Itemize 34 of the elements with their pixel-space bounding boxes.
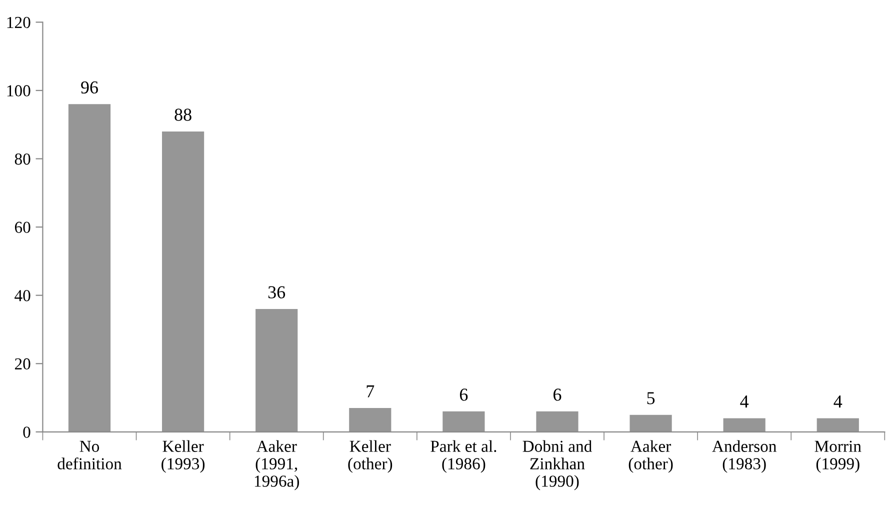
data-label: 96 — [81, 81, 98, 94]
data-label: 5 — [647, 392, 655, 404]
bar — [536, 411, 578, 432]
y-tick-label: 60 — [14, 222, 30, 233]
y-tick-label: 20 — [14, 358, 30, 370]
bar — [723, 418, 766, 432]
y-tick-label: 0 — [23, 426, 30, 438]
x-tick-label: Keller (1993) — [162, 440, 205, 473]
bar — [349, 408, 392, 432]
x-tick-label: No definition — [58, 440, 122, 470]
y-tick-label: 120 — [7, 16, 30, 28]
data-label: 4 — [740, 396, 749, 408]
x-tick-label: Anderson (1983) — [712, 440, 776, 473]
bar — [630, 414, 672, 432]
bar — [442, 411, 485, 432]
data-label: 7 — [366, 385, 374, 398]
x-tick-label: Keller (other) — [348, 440, 392, 473]
data-label: 6 — [554, 388, 562, 401]
x-tick-label: Park et al. (1986) — [430, 440, 496, 473]
y-tick-label: 80 — [14, 153, 30, 165]
bar — [256, 308, 298, 432]
data-label: 4 — [834, 396, 842, 408]
data-label: 88 — [174, 108, 192, 121]
bar — [816, 418, 859, 432]
bar — [68, 104, 111, 432]
data-label: 6 — [460, 388, 468, 401]
y-tick-label: 40 — [14, 290, 30, 302]
x-tick-label: Aaker (other) — [628, 440, 673, 473]
data-label: 36 — [268, 286, 286, 298]
bar — [162, 131, 204, 432]
x-tick-label: Dobni and Zinkhan (1990) — [522, 440, 592, 490]
y-tick-label: 100 — [7, 85, 30, 96]
x-tick-label: Aaker (1991, 1996a) — [254, 440, 299, 490]
x-tick-label: Morrin (1999) — [814, 440, 862, 473]
